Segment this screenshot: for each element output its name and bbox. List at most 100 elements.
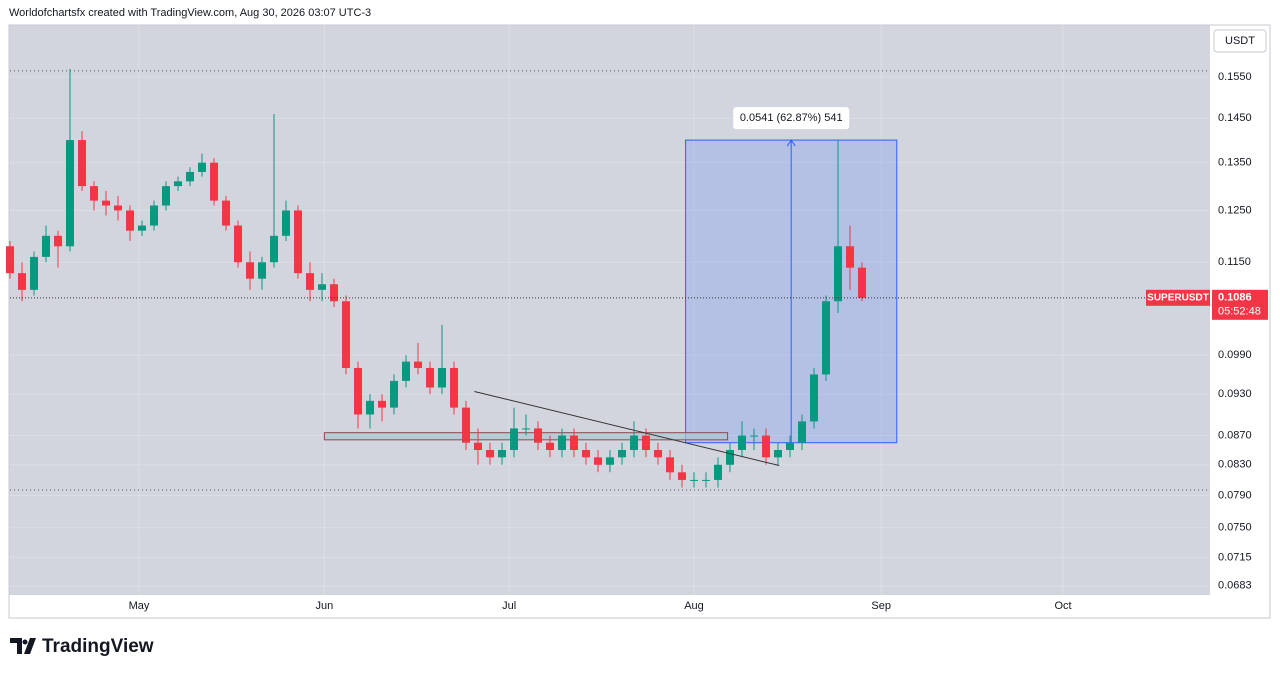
candle-body [714,464,722,480]
candle-body [78,140,86,187]
x-tick-label: Aug [684,600,704,612]
candle-body [510,428,518,450]
brand: TradingView [42,636,154,657]
y-tick-label: 0.1450 [1218,112,1252,124]
candle-body [726,449,734,465]
candle-body [258,262,266,279]
candle-body [462,407,470,443]
countdown-label: 05:52:48 [1218,306,1261,318]
candle-body [702,479,710,481]
candle-body [318,284,326,290]
currency-button[interactable] [1213,29,1267,53]
candle-body [438,367,446,388]
y-tick-label: 0.0830 [1218,459,1252,471]
logo-dot [22,639,28,645]
candle-body [486,449,494,458]
symbol-tag [1146,289,1210,306]
candle-body [150,205,158,226]
candle-body [378,400,386,408]
candle-body [858,267,866,298]
candle-body [678,472,686,480]
y-tick-label: 0.1550 [1218,71,1252,83]
candle-body [102,200,110,206]
series-layer [6,25,1210,595]
y-tick-label: 0.0683 [1218,580,1252,592]
candle-body [114,205,122,211]
frame [8,24,1271,619]
y-tick-label: 0.0990 [1218,349,1252,361]
candle-body [54,235,62,247]
x-tick-label: Jun [316,600,334,612]
candle-body [522,428,530,430]
candle-body [810,374,818,422]
x-tick-label: Jul [502,600,516,612]
candle-body [618,449,626,458]
candle-body [186,171,194,182]
candle-body [282,210,290,236]
candle-body [210,162,218,201]
candle-body [666,457,674,473]
y-tick-label: 0.1150 [1218,256,1251,268]
candle-body [738,435,746,450]
candle-body [798,421,806,443]
candle-body [546,442,554,450]
y-tick-label: 0.0930 [1218,388,1252,400]
candle-body [774,449,782,458]
candle-body [846,246,854,268]
y-tick-label: 0.0715 [1218,551,1252,563]
candle-body [534,428,542,443]
candle-body [270,235,278,263]
header-text: Worldofchartsfx created with TradingView… [9,7,371,19]
candle-body [786,442,794,450]
measure-arrowhead [786,139,796,147]
symbol-label: SUPERUSDT [1147,292,1209,303]
logo-icon [10,638,36,654]
candle-body [582,449,590,458]
candle-body [198,162,206,172]
candle-body [402,361,410,381]
candle-body [354,367,362,415]
candle-body [234,225,242,263]
time-axis [9,595,1210,618]
candle-body [366,400,374,415]
candle-body [342,301,350,368]
measure-label-box [733,107,850,130]
candle-body [822,301,830,375]
logo [10,638,36,654]
candle-body [594,457,602,465]
candle-body [42,235,50,257]
candle-body [6,246,14,274]
candle-body [630,435,638,450]
candle-body [570,435,578,450]
candle-body [30,256,38,290]
candle-body [138,225,146,231]
plot-area [9,25,1210,595]
candle-body [834,246,842,302]
candle-body [642,435,650,450]
measure-label: 0.0541 (62.87%) 541 [740,112,843,124]
trendline [474,390,780,467]
candle-body [126,210,134,231]
y-tick-label: 0.1250 [1218,204,1252,216]
currency-label: USDT [1225,35,1255,47]
candle-body [750,435,758,437]
x-tick-label: Sep [871,600,891,612]
candle-body [690,479,698,481]
candle-body [294,210,302,274]
candle-body [558,435,566,450]
candle-body [414,361,422,368]
candle-body [654,449,662,458]
candle-body [762,435,770,458]
y-tick-label: 0.0870 [1218,429,1252,441]
candle-body [222,200,230,226]
y-tick-label: 0.1350 [1218,157,1252,169]
price-axis [1210,25,1270,618]
y-tick-label: 0.0790 [1218,489,1252,501]
y-tick-label: 0.0750 [1218,522,1252,534]
candle-body [18,273,26,290]
candle-body [390,380,398,408]
candle-body [330,284,338,302]
candle-body [162,186,170,206]
